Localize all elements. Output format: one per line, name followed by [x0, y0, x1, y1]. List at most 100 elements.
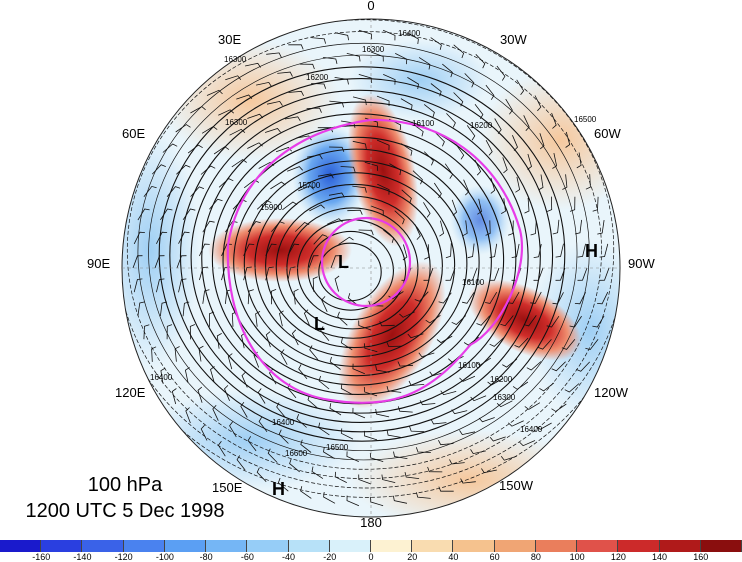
wind-barb	[178, 231, 190, 244]
color-legend-tick: 0	[368, 552, 374, 562]
wind-barb	[537, 339, 552, 350]
wind-barb	[189, 324, 196, 340]
wind-barb	[551, 403, 567, 412]
wind-barb	[453, 92, 464, 107]
wind-barb	[243, 266, 252, 281]
wind-barb	[346, 451, 359, 462]
wind-barb	[496, 400, 513, 408]
wind-barb	[445, 243, 452, 259]
wind-barb	[190, 106, 206, 114]
wind-barb	[151, 346, 157, 362]
wind-barb	[231, 159, 247, 168]
longitude-label-30w: 30W	[500, 32, 527, 47]
longitude-label-60w: 60W	[594, 126, 621, 141]
wind-barb	[400, 98, 413, 111]
wind-barb	[502, 358, 518, 368]
wind-barb	[470, 395, 487, 402]
wind-barb	[400, 143, 413, 156]
wind-barbs	[132, 29, 610, 507]
contour-label: 15900	[260, 203, 283, 212]
wind-barb	[474, 103, 484, 120]
color-legend-swatch	[370, 540, 413, 552]
wind-barb	[455, 144, 465, 160]
wind-barb	[408, 380, 425, 386]
wind-barb	[330, 255, 341, 269]
pressure-level-label: 100 hPa	[87, 474, 163, 496]
color-legend-tick: -100	[155, 552, 174, 562]
wind-barb	[430, 37, 442, 50]
wind-barb	[370, 51, 384, 62]
wind-barb	[440, 390, 457, 396]
color-legend-tick: -80	[199, 552, 213, 562]
wind-barb	[597, 291, 609, 305]
color-legend-swatch	[164, 540, 207, 552]
wind-barb	[247, 221, 261, 233]
wind-barb	[489, 243, 498, 259]
wind-barb	[404, 472, 420, 479]
geopotential-contour	[190, 101, 529, 414]
wind-barb	[599, 267, 610, 281]
wind-barb	[438, 486, 454, 492]
geopotential-contour	[122, 19, 615, 479]
wind-barb	[524, 197, 530, 214]
wind-barb	[388, 291, 404, 300]
wind-barb	[569, 315, 582, 328]
longitude-label-90w: 90W	[628, 256, 655, 271]
wind-barb	[383, 74, 396, 85]
wind-barb	[526, 361, 542, 371]
wind-barb	[412, 170, 423, 185]
wind-barb	[552, 292, 564, 305]
wind-barb	[418, 57, 431, 70]
wind-barb	[481, 468, 497, 474]
wind-barb	[539, 133, 545, 150]
wind-barb	[435, 132, 445, 147]
color-legend-tick: -60	[240, 552, 254, 562]
wind-barb	[358, 229, 374, 236]
wind-barb	[213, 146, 230, 155]
wind-barb	[459, 430, 476, 436]
wind-barb	[470, 449, 486, 455]
wind-barb	[358, 29, 373, 40]
wind-barb	[490, 177, 496, 194]
geopotential-contour	[254, 172, 456, 358]
geopotential-contour	[122, 19, 620, 489]
wind-barb	[577, 267, 588, 281]
wind-barb	[379, 321, 395, 327]
wind-barb	[463, 179, 470, 196]
wind-barb	[176, 255, 187, 269]
wind-barb	[133, 231, 145, 245]
wind-barb	[546, 315, 560, 328]
wind-barb	[576, 152, 582, 169]
wind-barb	[463, 336, 479, 346]
color-legend-tick: 60	[489, 552, 500, 562]
wind-barb	[258, 416, 268, 433]
wind-barb	[187, 144, 203, 154]
wind-barb	[291, 329, 299, 346]
wind-barb	[212, 405, 219, 421]
wind-barb	[174, 346, 180, 362]
wind-barb	[523, 115, 530, 131]
wind-barb	[240, 402, 248, 418]
geopotential-contour	[243, 160, 468, 367]
wind-barb	[500, 315, 514, 327]
wind-barb	[402, 244, 408, 261]
wind-barb	[266, 100, 283, 106]
wind-barb	[300, 439, 312, 453]
wind-barb	[364, 430, 378, 441]
color-legend-swatch	[0, 540, 42, 552]
longitude-label-90e: 90E	[87, 256, 110, 271]
geopotential-contour	[265, 183, 443, 349]
wind-barb	[352, 96, 367, 106]
wind-barb	[462, 220, 468, 237]
wind-barb	[439, 220, 445, 237]
geopotential-contour	[222, 136, 492, 386]
wind-barb	[423, 104, 435, 118]
wind-barb	[414, 291, 429, 302]
wind-barb	[552, 153, 558, 169]
wind-barb	[277, 477, 289, 492]
wind-barb	[462, 292, 475, 304]
wind-barb	[143, 324, 150, 340]
contour-label: 16600	[285, 449, 308, 458]
wind-barb	[401, 189, 412, 204]
wind-barb	[500, 455, 517, 461]
